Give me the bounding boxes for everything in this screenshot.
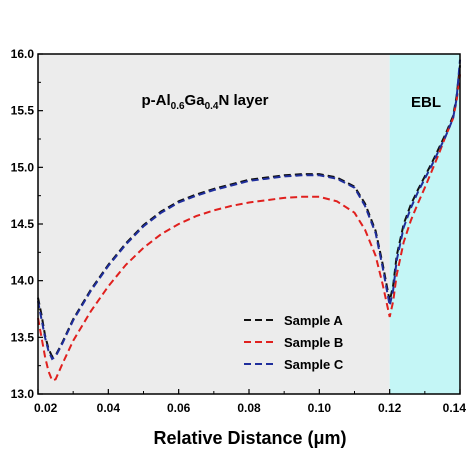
region-label-ebl: EBL <box>411 94 441 111</box>
series-lines <box>37 59 461 382</box>
tick-labels: 0.02 0.04 0.06 0.08 0.10 0.12 0.14 13.0 13.5 14.0… <box>11 47 467 415</box>
x-tick-label: 0.06 <box>167 401 191 415</box>
legend-label: Sample A <box>284 313 343 328</box>
region-band-0 <box>38 54 390 394</box>
region-band-1 <box>389 54 460 394</box>
series-line-sample-c <box>37 59 461 361</box>
y-tick-label: 14.5 <box>11 217 35 231</box>
y-tick-label: 15.5 <box>11 104 35 118</box>
x-tick-label: 0.14 <box>443 401 467 415</box>
x-tick-label: 0.04 <box>97 401 121 415</box>
x-axis-title: Relative Distance (μm) <box>153 428 346 448</box>
y-tick-label: 13.5 <box>11 330 35 344</box>
legend: Sample A Sample B Sample C <box>244 313 344 372</box>
x-tick-label: 0.12 <box>378 401 402 415</box>
plot-regions <box>38 54 460 394</box>
axes <box>37 53 461 395</box>
x-tick-label: 0.10 <box>308 401 332 415</box>
y-tick-label: 15.0 <box>11 160 35 174</box>
y-tick-label: 14.0 <box>11 274 35 288</box>
y-tick-label: 13.0 <box>11 387 35 401</box>
region-label-player: p-Al0.6Ga0.4N layer <box>141 92 268 112</box>
legend-label: Sample B <box>284 335 343 350</box>
x-tick-label: 0.02 <box>34 401 58 415</box>
x-tick-label: 0.08 <box>237 401 261 415</box>
series-line-sample-b <box>37 74 461 382</box>
legend-label: Sample C <box>284 357 344 372</box>
y-tick-label: 16.0 <box>11 47 35 61</box>
